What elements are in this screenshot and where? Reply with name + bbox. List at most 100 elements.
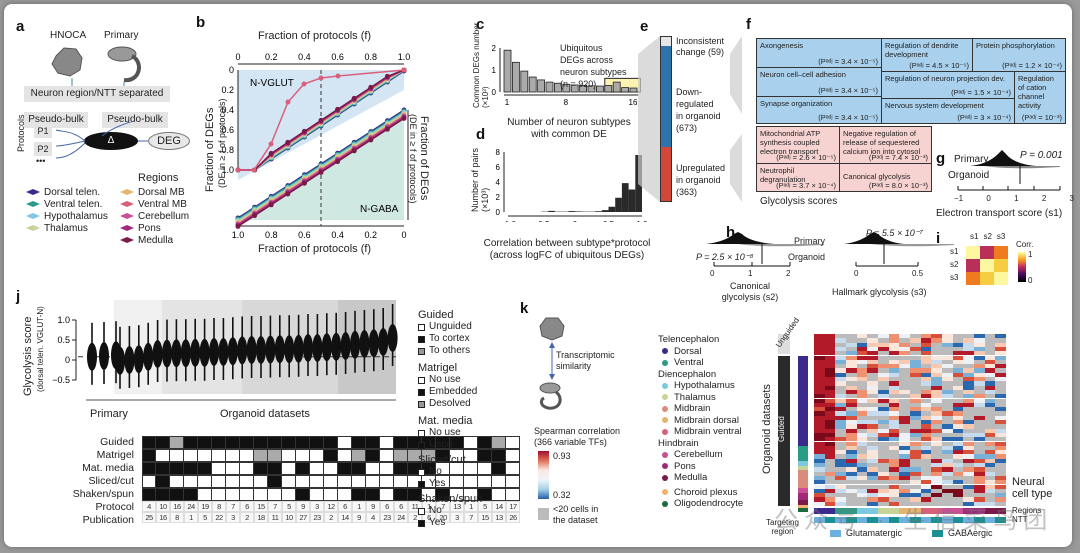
k-heat-cell — [867, 475, 878, 481]
k-heat-cell — [867, 484, 878, 489]
k-heat-cell — [888, 467, 900, 472]
k-icons — [539, 317, 565, 410]
k-heat-cell — [974, 415, 985, 420]
grid-number-cell: 6 — [394, 501, 408, 512]
legend-item: No use — [418, 374, 482, 386]
grid-number-cell: 10 — [282, 512, 296, 523]
k-neural-cell-type-label: Neural cell type — [1012, 476, 1053, 500]
grid-cell — [198, 449, 212, 462]
k-heat-cell — [942, 501, 953, 506]
k-heat-cell — [995, 424, 1006, 429]
grid-cell — [324, 436, 338, 449]
k-heat-cell — [963, 441, 974, 446]
k-heat-cell — [899, 475, 910, 481]
k-heat-cell — [952, 458, 964, 463]
k-heat-cell — [824, 351, 836, 356]
dot-icon — [662, 382, 668, 389]
k-heat-cell — [814, 364, 825, 369]
k-heat-cell — [963, 411, 974, 416]
k-heat-cell — [888, 471, 900, 476]
k-heat-cell — [846, 389, 857, 395]
k-heat-cell — [878, 480, 889, 485]
grid-cell — [170, 488, 184, 501]
grid-number-cell: 5 — [198, 512, 212, 523]
vglut-point — [268, 150, 274, 156]
k-heat-cell — [920, 497, 932, 502]
k-heat-cell — [963, 351, 974, 356]
k-heat-cell — [814, 454, 825, 459]
k-heat-cell — [984, 424, 996, 429]
k-heat-cell — [824, 463, 836, 468]
k-legend-item: Ventral — [658, 357, 743, 369]
k-heat-cell — [835, 475, 846, 481]
k-heat-cell — [867, 368, 878, 373]
k-heat-cell — [952, 351, 964, 356]
grid-number-cell: 11 — [268, 512, 282, 523]
k-heat-cell — [984, 441, 996, 446]
go-term: Regulation of dendrite development (Pᵃᵈʲ … — [881, 38, 973, 72]
k-heat-cell — [899, 420, 910, 425]
k-heat-cell — [995, 389, 1006, 395]
k-heat-cell — [995, 402, 1006, 408]
regions-legend-right: Dorsal MB Ventral MB Cerebellum Pons Med… — [120, 186, 189, 246]
diamond-icon — [26, 201, 40, 207]
k-heat-cell — [920, 377, 932, 382]
k-heat-cell — [878, 445, 889, 451]
k-heat-cell — [910, 377, 921, 382]
brain-icon — [107, 46, 141, 83]
grid-number-cell: 10 — [156, 501, 170, 512]
k-heat-cell — [995, 368, 1006, 373]
k-heat-cell — [974, 334, 985, 339]
grid-number-cell: 9 — [352, 512, 366, 523]
c-bar — [554, 82, 562, 93]
k-heat-cell — [835, 493, 846, 498]
grid-cell — [240, 475, 254, 488]
k-heat-cell — [952, 372, 964, 377]
square-icon — [418, 323, 425, 331]
b-left-tick: 0.8 — [221, 145, 234, 155]
k-heat-cell — [878, 385, 889, 390]
k-heat-cell — [856, 428, 868, 433]
k-heat-cell — [963, 450, 974, 455]
k-heat-cell — [814, 488, 825, 494]
k-heat-cell — [856, 407, 868, 412]
k-heat-cell — [920, 437, 932, 442]
k-heat-cell — [974, 381, 985, 386]
p2-box: P2 — [34, 142, 52, 156]
k-unguided-bar — [778, 334, 790, 354]
k-heat-cell — [846, 488, 857, 494]
k-heat-cell — [824, 377, 836, 382]
d-bar — [548, 210, 555, 212]
k-heat-cell — [846, 338, 857, 343]
k-heat-cell — [867, 385, 878, 390]
grid-number-cell: 4 — [142, 501, 156, 512]
k-heat-cell — [984, 377, 996, 382]
b-plot: 0 0.2 0.4 0.6 0.8 1.01.0 0.8 0.6 0.4 0.2 000.20.40… — [221, 52, 410, 240]
k-heat-cell — [824, 424, 836, 429]
g-plot — [957, 150, 1061, 191]
a-arrows — [55, 122, 148, 159]
k-heat-cell — [856, 411, 868, 416]
k-heat-cell — [846, 437, 857, 442]
k-heat-cell — [899, 467, 910, 472]
legend-item: Dorsal telen. — [26, 186, 108, 198]
k-heat-cell — [974, 402, 985, 408]
k-heat-cell — [910, 501, 921, 506]
k-heat-cell — [846, 351, 857, 356]
k-heat-cell — [899, 501, 910, 506]
grid-cell — [436, 436, 450, 449]
k-heat-cell — [952, 488, 964, 494]
k-heat-cell — [931, 381, 942, 386]
b-bottom-tick: 0.2 — [365, 230, 378, 240]
grid-number-cell: 22 — [212, 512, 226, 523]
k-heat-cell — [814, 445, 825, 451]
k-heat-cell — [995, 355, 1006, 360]
b-top-xlabel: Fraction of protocols (f) — [258, 30, 372, 42]
k-heat-cell — [888, 411, 900, 416]
k-heat-cell — [942, 385, 953, 390]
k-heat-cell — [814, 351, 825, 356]
k-heat-cell — [899, 458, 910, 463]
vglut-point — [318, 117, 324, 123]
d-bar — [575, 211, 582, 212]
